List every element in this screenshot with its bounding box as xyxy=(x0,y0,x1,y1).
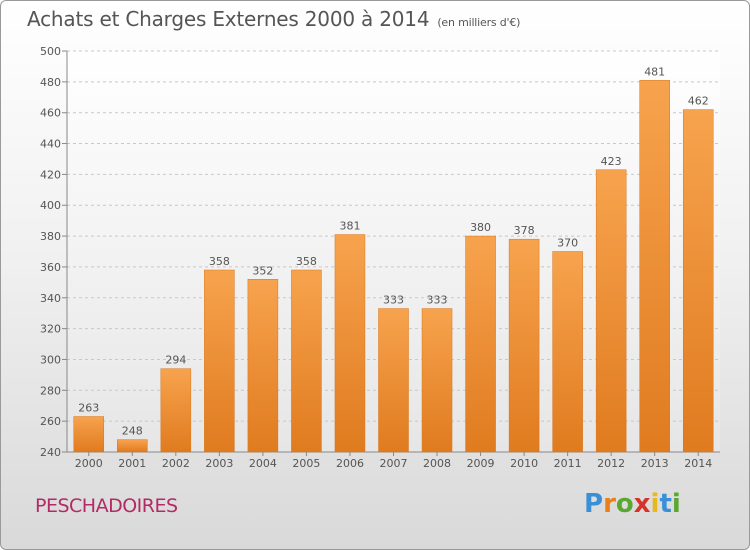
y-tick-label: 420 xyxy=(40,168,61,181)
bar-value-label: 370 xyxy=(557,237,578,250)
bar-value-label: 333 xyxy=(383,294,404,307)
brand-logo: Proxiti xyxy=(584,489,681,519)
brand-letter: P xyxy=(584,489,604,519)
brand-letter: r xyxy=(603,489,616,519)
brand-letter: i xyxy=(671,489,681,519)
y-tick-label: 400 xyxy=(40,199,61,212)
x-tick-label: 2008 xyxy=(423,457,451,470)
y-tick-label: 280 xyxy=(40,384,61,397)
y-tick-label: 300 xyxy=(40,353,61,366)
x-tick-label: 2006 xyxy=(336,457,364,470)
bar-value-label: 263 xyxy=(78,402,99,415)
y-tick-label: 340 xyxy=(40,292,61,305)
bar-value-label: 462 xyxy=(688,95,709,108)
town-name: PESCHADOIRES xyxy=(35,495,178,517)
x-tick-label: 2005 xyxy=(292,457,320,470)
bar xyxy=(117,439,148,453)
y-tick-label: 480 xyxy=(40,76,61,89)
chart-title-text: Achats et Charges Externes 2000 à 2014 xyxy=(27,7,430,31)
y-tick-label: 360 xyxy=(40,261,61,274)
bar-value-label: 423 xyxy=(601,155,622,168)
y-tick-label: 320 xyxy=(40,323,61,336)
bar-value-label: 381 xyxy=(339,220,360,233)
bar xyxy=(247,279,279,453)
bar-value-label: 358 xyxy=(296,255,317,268)
bar xyxy=(639,80,670,453)
brand-letter: t xyxy=(659,489,672,519)
bar-value-label: 358 xyxy=(209,255,230,268)
chart-subtitle: (en milliers d'€) xyxy=(437,16,521,29)
x-tick-label: 2002 xyxy=(162,457,190,470)
x-tick-label: 2011 xyxy=(554,457,582,470)
bar xyxy=(421,308,453,453)
y-tick-label: 440 xyxy=(40,138,61,151)
x-tick-label: 2013 xyxy=(641,457,669,470)
bar xyxy=(595,169,627,453)
chart-title: Achats et Charges Externes 2000 à 2014 (e… xyxy=(27,7,520,31)
bar-value-label: 481 xyxy=(644,65,665,78)
x-tick-label: 2009 xyxy=(467,457,495,470)
bar-value-label: 333 xyxy=(427,294,448,307)
x-tick-label: 2003 xyxy=(205,457,233,470)
bar-value-label: 378 xyxy=(514,224,535,237)
bar xyxy=(334,234,366,453)
bar xyxy=(465,235,496,453)
brand-letter: x xyxy=(633,489,651,519)
y-tick-label: 240 xyxy=(40,446,61,459)
x-tick-label: 2014 xyxy=(684,457,712,470)
y-tick-label: 380 xyxy=(40,230,61,243)
bar xyxy=(682,109,714,453)
x-tick-label: 2004 xyxy=(249,457,277,470)
bar-value-label: 352 xyxy=(252,264,273,277)
brand-letter: i xyxy=(650,489,660,519)
y-tick-label: 460 xyxy=(40,107,61,120)
bar-value-label: 248 xyxy=(122,425,143,438)
x-tick-label: 2010 xyxy=(510,457,538,470)
bar xyxy=(160,368,192,453)
bar-value-label: 294 xyxy=(165,354,186,367)
y-tick-label: 260 xyxy=(40,415,61,428)
x-tick-label: 2001 xyxy=(118,457,146,470)
bar xyxy=(508,238,540,453)
bar xyxy=(73,416,105,453)
x-tick-label: 2012 xyxy=(597,457,625,470)
bar xyxy=(552,251,583,453)
bar-value-label: 380 xyxy=(470,221,491,234)
bar xyxy=(378,308,409,453)
x-tick-label: 2000 xyxy=(75,457,103,470)
bar xyxy=(204,269,235,453)
bar xyxy=(291,269,322,453)
x-tick-label: 2007 xyxy=(380,457,408,470)
brand-letter: o xyxy=(615,489,634,519)
y-tick-label: 500 xyxy=(40,45,61,58)
